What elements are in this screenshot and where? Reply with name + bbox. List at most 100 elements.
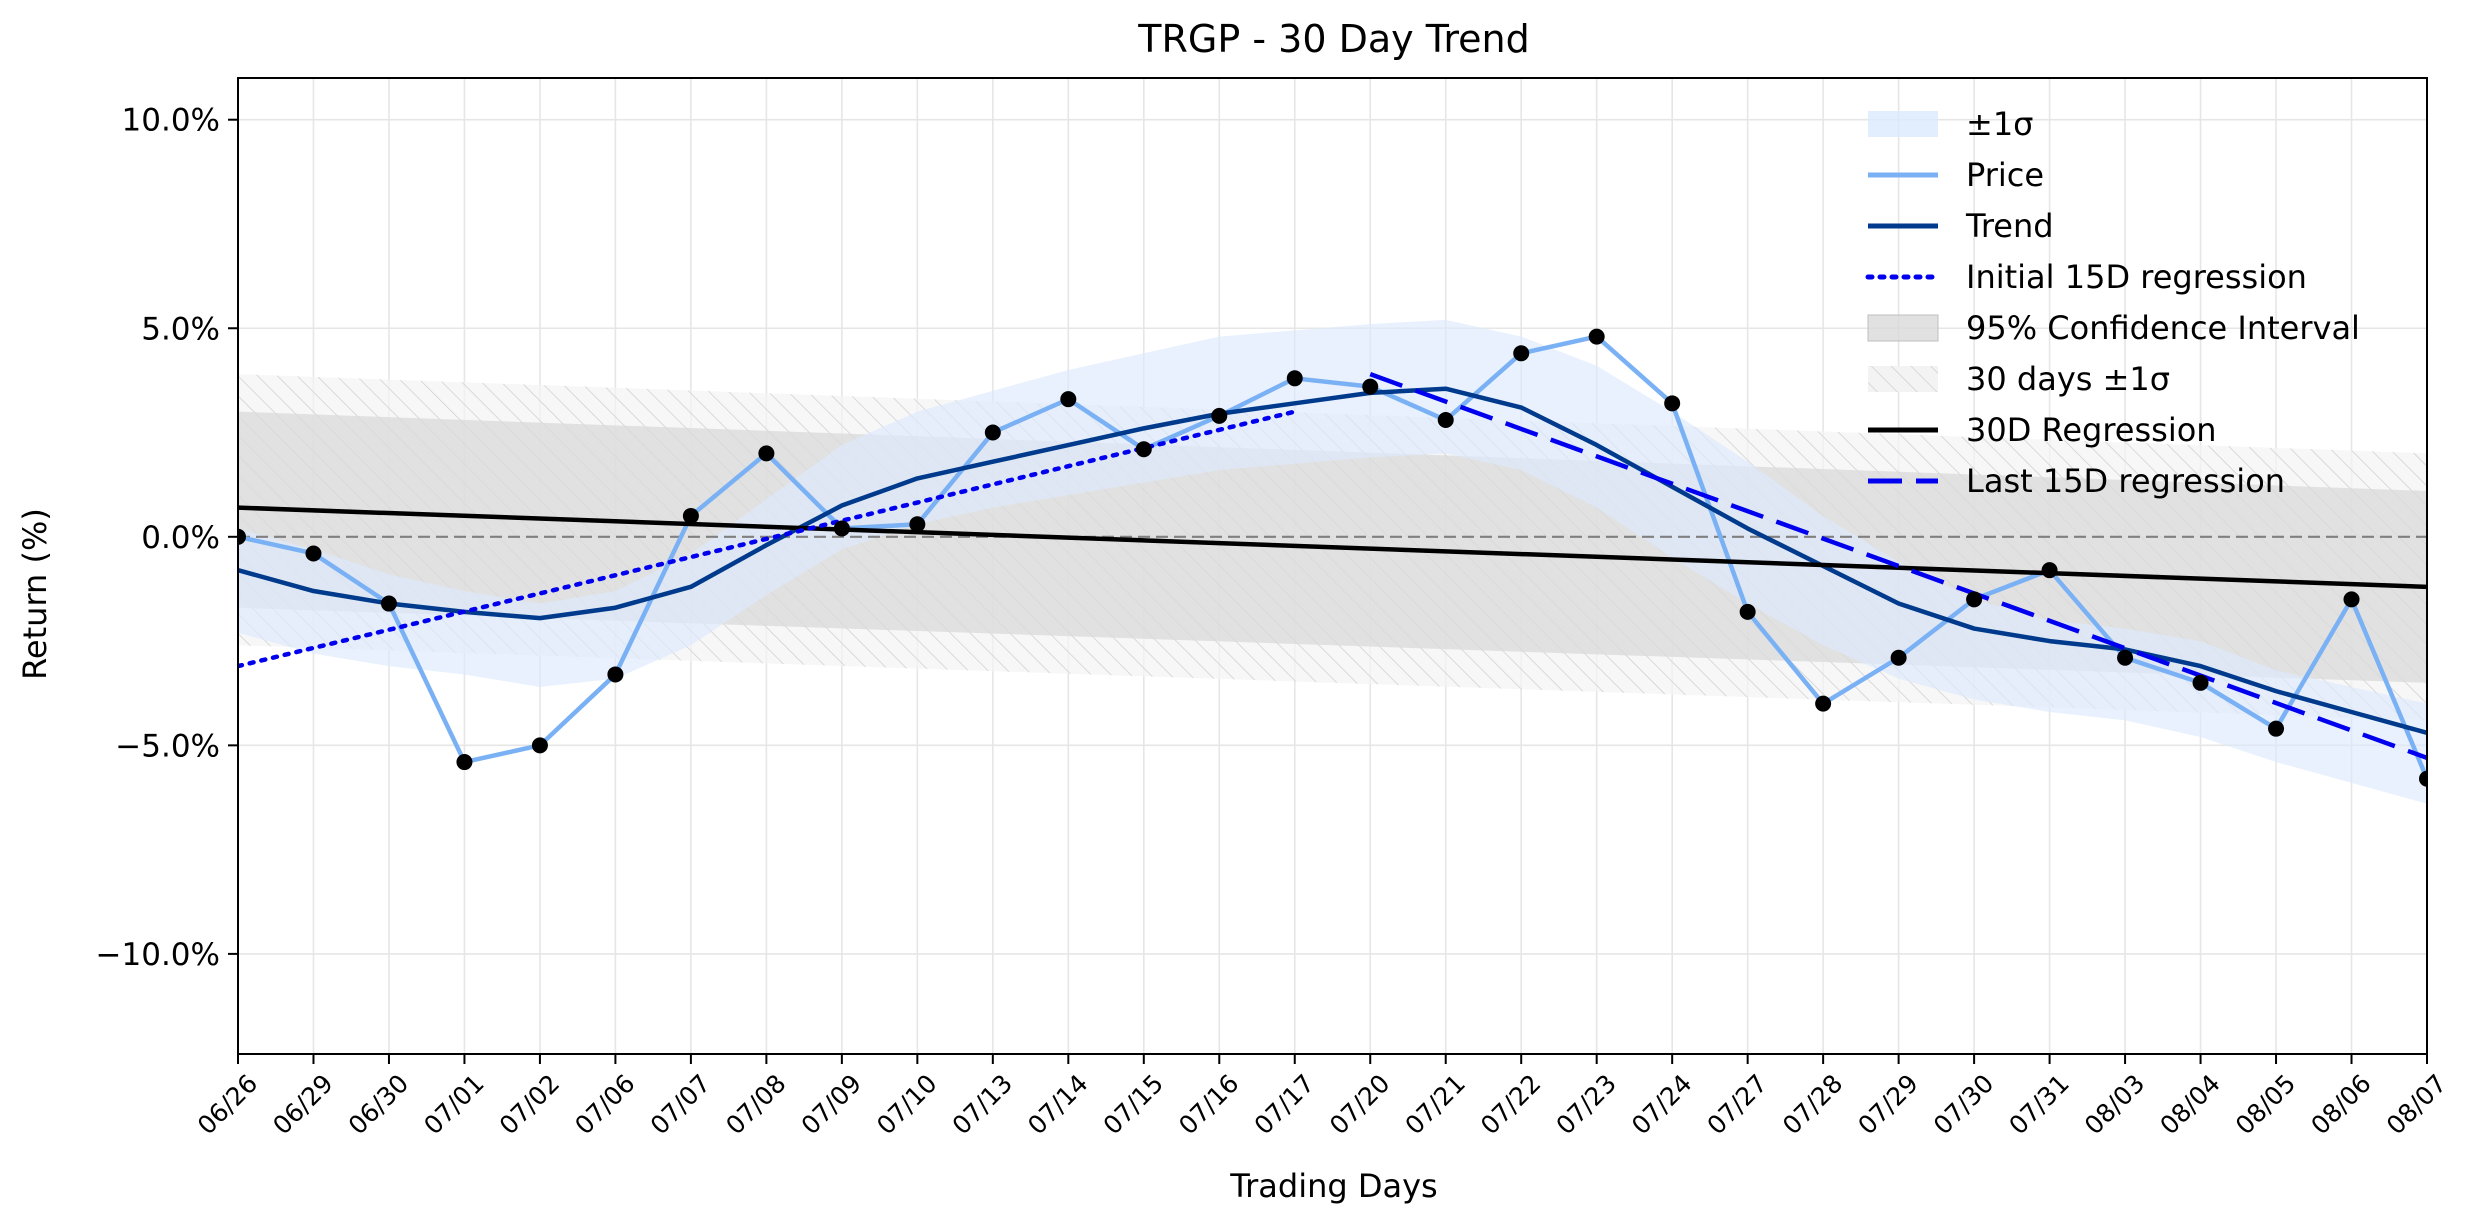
legend-label: ±1σ (1966, 105, 2033, 143)
legend-label: 30 days ±1σ (1966, 360, 2170, 398)
legend-entry: ±1σ (1868, 105, 2033, 143)
x-tick-label: 08/07 (2381, 1069, 2452, 1140)
x-tick-label: 07/23 (1550, 1069, 1621, 1140)
price-point (2343, 591, 2360, 608)
x-tick-label: 06/26 (192, 1069, 263, 1140)
series-initial-15d-regression (238, 409, 1298, 669)
x-tick-label: 07/02 (494, 1069, 565, 1140)
legend-label: 30D Regression (1966, 411, 2217, 449)
price-point (2419, 770, 2427, 787)
price-point (456, 754, 473, 771)
legend-label: Last 15D regression (1966, 462, 2285, 500)
price-point (909, 516, 926, 533)
price-point (2268, 720, 2285, 737)
y-axis-label: Return (%) (16, 508, 54, 680)
legend-entry: Initial 15D regression (1865, 258, 2307, 296)
price-point (1890, 649, 1907, 666)
x-tick-label: 07/21 (1400, 1069, 1471, 1140)
price-markers (238, 328, 2427, 787)
legend-label: Initial 15D regression (1966, 258, 2307, 296)
series-30d-regression (238, 505, 2427, 590)
legend-swatch (1868, 111, 1938, 137)
legend-entry: 30 days ±1σ (1868, 360, 2170, 398)
y-axis-ticks: 10.0% 5.0% 0.0% −5.0% −10.0% (96, 103, 238, 973)
legend-entry: 30D Regression (1868, 411, 2217, 449)
x-tick-label: 07/28 (1777, 1069, 1848, 1140)
x-tick-label: 07/15 (1098, 1069, 1169, 1140)
price-point (2117, 649, 2134, 666)
x-tick-label: 07/07 (645, 1069, 716, 1140)
x-tick-label: 07/22 (1475, 1069, 1546, 1140)
series-last-15d-regression (1369, 372, 2427, 760)
x-tick-label: 07/16 (1173, 1069, 1244, 1140)
x-tick-label: 07/17 (1249, 1069, 1320, 1140)
price-point (1060, 391, 1077, 408)
price-point (833, 520, 850, 537)
price-point (607, 666, 624, 683)
x-axis-ticks: 06/26 06/29 06/30 07/01 07/02 07/06 07/07 07/08… (192, 1054, 2452, 1140)
price-point (1362, 378, 1379, 395)
legend-entry: Price (1868, 156, 2044, 194)
price-point (1739, 603, 1756, 620)
price-point (1588, 328, 1605, 345)
price-point (2192, 674, 2209, 691)
x-tick-label: 07/01 (418, 1069, 489, 1140)
price-point (1135, 441, 1152, 458)
x-axis-label: Trading Days (1229, 1167, 1437, 1205)
x-tick-label: 07/29 (1852, 1069, 1923, 1140)
y-tick-label: 5.0% (141, 311, 220, 347)
x-tick-label: 07/24 (1626, 1069, 1697, 1140)
series-lines (238, 334, 2427, 780)
x-tick-label: 07/27 (1701, 1069, 1772, 1140)
series-trend-line (238, 386, 2427, 736)
y-tick-label: 0.0% (141, 520, 220, 556)
legend-swatch-hatch (1868, 366, 1938, 392)
price-point (1513, 345, 1530, 362)
price-point (2041, 562, 2058, 579)
y-tick-label: −10.0% (96, 937, 220, 973)
x-tick-label: 07/08 (720, 1069, 791, 1140)
legend-swatch (1867, 314, 1939, 342)
plot-frame (237, 77, 2428, 1055)
legend: ±1σ Price Trend Initial 15D regression 95% C… (1865, 105, 2360, 500)
x-tick-label: 07/31 (2003, 1069, 2074, 1140)
price-point (1815, 695, 1832, 712)
price-point (305, 545, 322, 562)
legend-entry: Trend (1868, 207, 2054, 245)
x-tick-label: 07/13 (947, 1069, 1018, 1140)
price-point (1966, 591, 1983, 608)
x-tick-label: 08/03 (2079, 1069, 2150, 1140)
x-tick-label: 06/30 (343, 1069, 414, 1140)
price-point (758, 445, 775, 462)
price-point (1286, 370, 1303, 387)
x-tick-label: 06/29 (267, 1069, 338, 1140)
price-point (682, 507, 699, 524)
x-tick-label: 07/06 (569, 1069, 640, 1140)
x-tick-label: 08/05 (2230, 1069, 2301, 1140)
x-tick-label: 07/10 (871, 1069, 942, 1140)
legend-entry: Last 15D regression (1868, 462, 2285, 500)
band-1-sigma (238, 319, 2427, 804)
x-tick-label: 07/09 (796, 1069, 867, 1140)
x-tick-label: 08/06 (2305, 1069, 2376, 1140)
price-point (984, 424, 1001, 441)
y-tick-label: 10.0% (122, 103, 220, 139)
price-point (1664, 395, 1681, 412)
y-tick-label: −5.0% (115, 728, 220, 764)
price-point (380, 595, 397, 612)
x-tick-label: 07/30 (1928, 1069, 1999, 1140)
legend-label: 95% Confidence Interval (1966, 309, 2360, 347)
legend-label: Price (1966, 156, 2044, 194)
legend-entry: 95% Confidence Interval (1867, 309, 2360, 347)
chart-title: TRGP - 30 Day Trend (1137, 17, 1529, 61)
price-point (1437, 412, 1454, 429)
x-tick-label: 07/20 (1324, 1069, 1395, 1140)
legend-label: Trend (1965, 207, 2054, 245)
x-tick-label: 08/04 (2154, 1069, 2225, 1140)
price-point (1211, 407, 1228, 424)
x-tick-label: 07/14 (1022, 1069, 1093, 1140)
series-price-line (238, 334, 2427, 780)
price-point (238, 528, 246, 545)
price-point (531, 737, 548, 754)
